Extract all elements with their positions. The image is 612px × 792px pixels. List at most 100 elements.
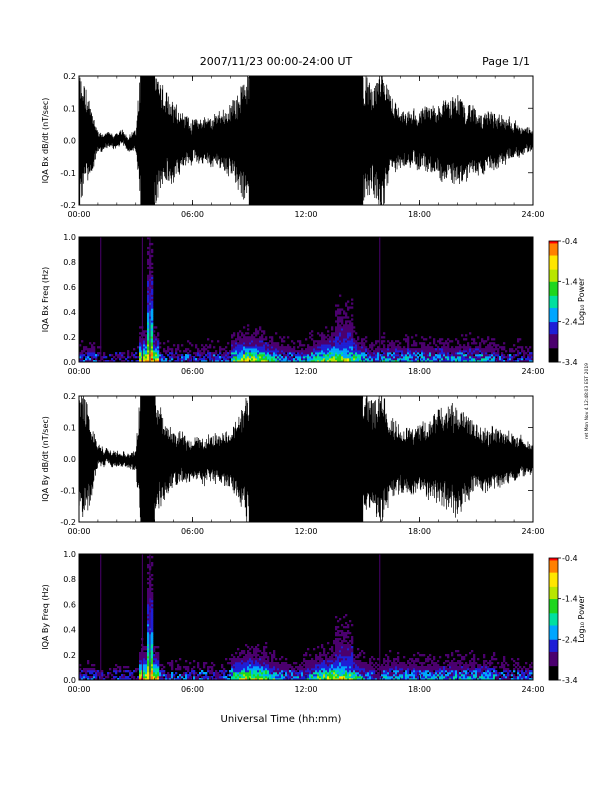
spectrogram-cell (297, 668, 300, 671)
spectrogram-cell (349, 674, 352, 677)
spectrogram-cell (151, 274, 154, 277)
spectrogram-cell (351, 662, 354, 665)
spectrogram-cell (331, 328, 334, 331)
spectrogram-cell (197, 348, 200, 351)
spectrogram-cell (297, 674, 300, 677)
spectrogram-cell (353, 674, 356, 677)
spectrogram-cell (257, 338, 260, 341)
spectrogram-cell (235, 672, 238, 675)
spectrogram-cell (143, 338, 146, 341)
spectrogram-cell (497, 348, 500, 351)
spectrogram-cell (331, 348, 334, 351)
colorbar-swatch (549, 564, 558, 567)
spectrogram-cell (511, 358, 514, 361)
spectrogram-cell (351, 650, 354, 653)
spectrogram-cell (429, 354, 432, 357)
spectrogram-cell (459, 356, 462, 359)
spectrogram-cell (179, 676, 182, 679)
spectrogram-cell (459, 344, 462, 347)
spectrogram-cell (371, 360, 374, 363)
spectrogram-cell (197, 666, 200, 669)
spectrogram-cell (383, 676, 386, 679)
spectrogram-cell (147, 656, 150, 659)
spectrogram-cell (283, 678, 286, 681)
spectrogram-cell (515, 678, 518, 681)
spectrogram-cell (181, 674, 184, 677)
spectrogram-cell (339, 672, 342, 675)
spectrogram-cell (331, 338, 334, 341)
spectrogram-cell (347, 650, 350, 653)
spectrogram-cell (345, 354, 348, 357)
spectrogram-cell (215, 670, 218, 673)
spectrogram-cell (459, 358, 462, 361)
spectrogram-cell (263, 358, 266, 361)
spectrogram-cell (345, 664, 348, 667)
spectrogram-cell (333, 348, 336, 351)
spectrogram-cell (337, 350, 340, 353)
spectrogram-cell (455, 350, 458, 353)
colorbar-swatch (549, 562, 558, 565)
spectrogram-cell (169, 664, 172, 667)
y-tick-label: 0.0 (63, 137, 76, 146)
spectrogram-cell (321, 676, 324, 679)
spectrogram-cell (147, 300, 150, 303)
spectrogram-cell (163, 342, 166, 345)
spectrogram-cell (189, 676, 192, 679)
colorbar-swatch (549, 329, 558, 333)
spectrogram-cell (235, 358, 238, 361)
spectrogram-cell (241, 662, 244, 665)
spectrogram-cell (469, 668, 472, 671)
spectrogram-cell (377, 352, 380, 355)
spectrogram-cell (385, 354, 388, 357)
spectrogram-cell (493, 338, 496, 341)
colorbar-swatch (549, 319, 558, 323)
spectrogram-cell (487, 344, 490, 347)
spectrogram-cell (153, 348, 156, 351)
spectrogram-cell (347, 626, 350, 629)
spectrogram-cell (267, 662, 270, 665)
spectrogram-cell (233, 660, 236, 663)
colorbar-swatch (549, 663, 558, 667)
spectrogram-cell (305, 652, 308, 655)
spectrogram-cell (213, 358, 216, 361)
spectrogram-cell (319, 652, 322, 655)
spectrogram-cell (493, 666, 496, 669)
spectrogram-cell (155, 344, 158, 347)
spectrogram-cell (95, 354, 98, 357)
spectrogram-cell (143, 646, 146, 649)
spectrogram-cell (479, 676, 482, 679)
spectrogram-cell (331, 654, 334, 657)
spectrogram-cell (231, 336, 234, 339)
spectrogram-cell (333, 654, 336, 657)
spectrogram-cell (511, 348, 514, 351)
spectrogram-cell (233, 340, 236, 343)
spectrogram-cell (331, 670, 334, 673)
spectrogram-cell (211, 340, 214, 343)
spectrogram-cell (153, 334, 156, 337)
spectrogram-cell (475, 342, 478, 345)
spectrogram-cell (353, 670, 356, 673)
spectrogram-cell (319, 676, 322, 679)
spectrogram-cell (407, 344, 410, 347)
y-tick-label: 1.0 (63, 550, 76, 559)
spectrogram-cell (325, 674, 328, 677)
spectrogram-cell (103, 352, 106, 355)
colorbar-swatch (549, 351, 558, 355)
spectrogram-cell (491, 338, 494, 341)
spectrogram-cell (277, 672, 280, 675)
spectrogram-cell (311, 352, 314, 355)
spectrogram-cell (79, 356, 82, 359)
spectrogram-cell (91, 344, 94, 347)
spectrogram-cell (397, 354, 400, 357)
spectrogram-cell (179, 358, 182, 361)
spectrogram-cell (487, 354, 490, 357)
spectrogram-cell (339, 350, 342, 353)
spectrogram-cell (103, 678, 106, 681)
spectrogram-cell (283, 670, 286, 673)
spectrogram-cell (337, 334, 340, 337)
spectrogram-cell (143, 666, 146, 669)
spectrogram-cell (341, 664, 344, 667)
spectrogram-cell (303, 676, 306, 679)
spectrogram-cell (467, 672, 470, 675)
spectrogram-cell (425, 672, 428, 675)
